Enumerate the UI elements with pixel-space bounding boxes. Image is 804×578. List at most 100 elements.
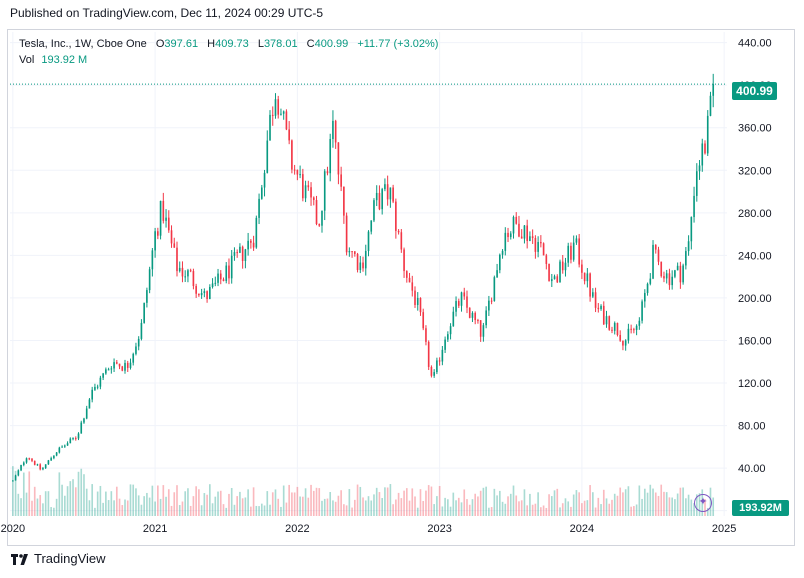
- candle-body: [329, 138, 332, 174]
- candle-body: [266, 140, 269, 173]
- volume-bar: [676, 493, 679, 516]
- volume-bar: [381, 498, 383, 516]
- candle-body: [643, 292, 646, 302]
- volume-bar: [203, 493, 206, 516]
- price-tick-label: 40.00: [738, 463, 766, 475]
- candle-body: [455, 301, 457, 312]
- volume-bar: [630, 506, 632, 516]
- volume-bar: [602, 489, 605, 516]
- volume-bar: [685, 498, 687, 516]
- candle-body: [624, 340, 627, 346]
- candle-body: [578, 238, 580, 265]
- candle-body: [354, 251, 356, 254]
- candle-body: [389, 187, 392, 200]
- volume-bar: [121, 505, 124, 516]
- volume-bar: [228, 493, 230, 516]
- candle-body: [452, 311, 455, 327]
- volume-bar: [712, 497, 715, 516]
- candle-body: [581, 264, 583, 273]
- volume-bar: [28, 471, 31, 516]
- candle-body: [695, 171, 698, 196]
- volume-bar: [146, 492, 148, 516]
- volume-bar: [105, 491, 107, 516]
- candle-body: [676, 265, 679, 271]
- legend: Tesla, Inc., 1W, Cboe One O397.61 H409.7…: [19, 36, 444, 68]
- time-tick-label: 2020: [1, 523, 25, 535]
- volume-bars: [12, 466, 715, 516]
- volume-bar: [85, 488, 88, 516]
- volume-bar: [247, 489, 249, 516]
- volume-bar: [425, 490, 427, 516]
- volume-bar: [611, 499, 613, 516]
- candle-body: [572, 242, 575, 260]
- footer: TradingView: [10, 551, 106, 566]
- candle-body: [553, 276, 556, 280]
- volume-bar: [312, 490, 315, 516]
- volume-bar: [548, 494, 550, 516]
- volume-bar: [345, 505, 348, 516]
- volume-bar: [471, 499, 474, 516]
- candle-body: [88, 399, 91, 409]
- volume-bar: [507, 496, 509, 516]
- volume-bar: [154, 501, 156, 516]
- candle-body: [570, 245, 572, 260]
- volume-bar: [649, 484, 652, 516]
- candle-body: [209, 286, 211, 299]
- volume-bar: [195, 486, 197, 516]
- volume-bar: [540, 507, 542, 516]
- candle-body: [375, 192, 378, 201]
- candle-body: [222, 279, 225, 282]
- volume-bar: [635, 504, 638, 516]
- volume-bar: [373, 494, 375, 516]
- volume-bar: [99, 485, 102, 516]
- change-value: +11.77 (+3.02%): [357, 38, 439, 50]
- candle-body: [126, 362, 129, 368]
- candle-body: [321, 210, 323, 226]
- last-volume-tag: 193.92M: [732, 500, 789, 516]
- candle-body: [600, 305, 602, 310]
- chart-frame[interactable]: [7, 29, 795, 546]
- price-tick-label: 320.00: [738, 165, 772, 177]
- volume-bar: [592, 492, 594, 516]
- candle-body: [288, 129, 290, 141]
- volume-bar: [652, 488, 654, 516]
- candle-body: [597, 307, 600, 310]
- volume-bar: [479, 490, 482, 516]
- candle-body: [74, 438, 77, 440]
- volume-bar: [340, 490, 342, 516]
- volume-bar: [498, 490, 501, 516]
- volume-bar: [22, 472, 25, 516]
- low-value: 378.01: [263, 38, 298, 50]
- candle-body: [129, 362, 132, 368]
- time-tick-label: 2023: [427, 523, 451, 535]
- candle-body: [400, 232, 403, 250]
- volume-bar: [400, 498, 403, 516]
- candle-body: [187, 270, 189, 277]
- candle-body: [416, 297, 419, 305]
- candle-body: [258, 198, 260, 218]
- candle-body: [151, 250, 154, 270]
- volume-bar: [370, 500, 373, 516]
- price-tick-label: 120.00: [738, 378, 772, 390]
- volume-bar: [526, 505, 528, 516]
- candle-body: [540, 242, 542, 244]
- candle-body: [583, 272, 586, 282]
- candle-body: [668, 273, 671, 286]
- sparkle-icon[interactable]: ✦: [694, 494, 712, 512]
- candle-body: [687, 241, 690, 252]
- volume-bar: [307, 497, 310, 516]
- candle-body: [96, 386, 99, 388]
- candle-body: [712, 84, 715, 96]
- volume-bar: [315, 487, 318, 516]
- volume-bar: [271, 492, 274, 516]
- volume-bar: [515, 495, 518, 516]
- candle-body: [47, 460, 50, 465]
- volume-bar: [523, 489, 526, 516]
- candle-body: [280, 113, 282, 115]
- candle-body: [433, 372, 435, 376]
- volume-bar: [250, 506, 252, 516]
- volume-bar: [427, 485, 430, 516]
- volume-bar: [269, 504, 271, 516]
- candle-body: [296, 169, 299, 175]
